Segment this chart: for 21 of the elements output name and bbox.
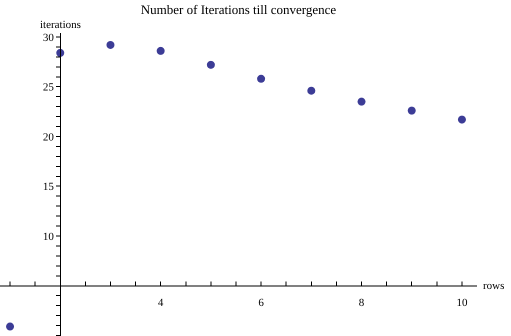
y-tick-label: 20 (42, 131, 54, 144)
point (358, 98, 366, 106)
point (206, 60, 215, 69)
point (6, 322, 14, 331)
y-tick-label: 30 (42, 32, 54, 44)
y-tick-label: 15 (42, 181, 54, 194)
chart-title: Number of Iterations till convergence (140, 2, 336, 18)
x-axis-title: rows (483, 280, 504, 292)
y-tick-label: 10 (42, 230, 54, 243)
point (458, 116, 466, 124)
point (307, 86, 316, 95)
x-tick-label: 10 (456, 296, 468, 309)
point (156, 46, 165, 55)
x-tick-label: 4 (158, 296, 164, 309)
point (106, 40, 114, 49)
point (408, 106, 416, 115)
y-axis-title: iterations (40, 19, 81, 31)
x-tick-label: 6 (258, 296, 264, 309)
x-tick-label: 8 (358, 296, 365, 309)
point (257, 74, 266, 83)
y-tick-label: 25 (42, 82, 54, 94)
